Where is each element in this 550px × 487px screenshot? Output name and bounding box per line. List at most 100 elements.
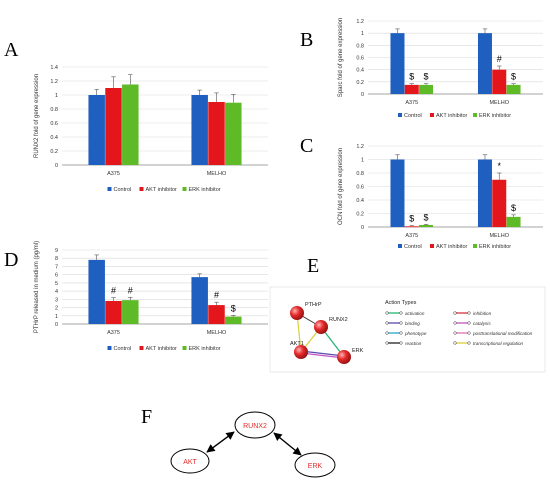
y-tick-label: 0: [55, 322, 58, 328]
y-tick-label: 0.8: [50, 107, 58, 113]
action-type-dot: [467, 331, 471, 335]
significance-label: $: [511, 203, 516, 213]
legend-swatch: [139, 346, 144, 350]
y-tick-label: 1: [361, 158, 364, 164]
action-type-dot: [399, 321, 403, 325]
y-tick-label: 1: [361, 31, 364, 37]
bar: [225, 316, 242, 324]
bar: [404, 226, 419, 228]
y-tick-label: 0.4: [356, 68, 364, 74]
bar: [88, 95, 105, 165]
bar: [105, 300, 122, 324]
y-axis-label: RUNX2 fold of gene expression: [34, 74, 40, 158]
panel-label-b: B: [300, 29, 313, 51]
action-types-title: Action Types: [385, 300, 417, 306]
node-label-erk: ERK: [352, 348, 364, 354]
bar: [477, 33, 492, 94]
x-tick-label: A375: [405, 100, 418, 106]
node-label-pthrp: PTHrP: [305, 302, 322, 308]
edge-akt1-erk-b: [300, 352, 345, 359]
action-types-legend: activation inhibition binding catalysis phen…: [385, 311, 533, 346]
bar: [477, 159, 492, 227]
x-tick-label: MELHO: [489, 100, 509, 106]
significance-label: #: [128, 285, 133, 295]
node-runx2: [314, 320, 328, 334]
y-tick-label: 0.2: [356, 212, 364, 218]
action-type-dot: [399, 311, 403, 315]
panel-label-a: A: [4, 39, 19, 61]
node-label-runx2: RUNX2: [329, 317, 348, 323]
bar: [122, 300, 139, 324]
y-tick-label: 4: [55, 289, 58, 295]
bar: [105, 88, 122, 165]
significance-label: #: [497, 54, 502, 64]
node-pthrp: [290, 306, 304, 320]
node-akt1: [294, 345, 308, 359]
action-type-dot: [399, 341, 403, 345]
action-type-dot: [385, 341, 389, 345]
legend-label: ERK inhibitor: [189, 187, 221, 193]
action-type-label: reaction: [405, 341, 422, 346]
diagram-label-erk: ERK: [308, 463, 323, 470]
legend-swatch: [107, 346, 112, 350]
y-tick-label: 0.4: [50, 135, 58, 141]
diagram-node-runx2: [234, 411, 276, 439]
significance-label: $: [424, 72, 429, 82]
y-tick-label: 7: [55, 264, 58, 270]
action-type-label: phenotype: [404, 331, 427, 336]
y-tick-label: 5: [55, 281, 58, 287]
legend-label: ERK inhibitor: [479, 244, 511, 250]
bar: [419, 84, 434, 94]
significance-label: $: [231, 303, 236, 313]
action-type-label: inhibition: [473, 311, 492, 316]
y-tick-label: 1: [55, 314, 58, 320]
bar: [208, 102, 225, 165]
y-tick-label: 0: [55, 163, 58, 169]
edge-akt1-erk-a: [300, 350, 345, 357]
y-tick-label: 1.2: [356, 19, 364, 25]
significance-label: $: [409, 214, 414, 224]
diagram-node-akt: [170, 448, 210, 474]
y-tick-label: 0.2: [356, 80, 364, 86]
y-tick-label: 3: [55, 297, 58, 303]
y-tick-label: 0.8: [356, 171, 364, 177]
y-tick-label: 0.6: [356, 56, 364, 62]
bar: [88, 259, 105, 324]
x-tick-label: A375: [405, 233, 418, 239]
action-type-dot: [467, 321, 471, 325]
bar: [506, 84, 521, 94]
bar: [390, 159, 405, 227]
panel-label-f: F: [141, 406, 152, 428]
node-label-akt1: AKT1: [290, 341, 304, 347]
legend-label: Control: [114, 346, 132, 352]
action-type-dot: [467, 311, 471, 315]
y-tick-label: 0.6: [50, 121, 58, 127]
action-type-dot: [453, 321, 457, 325]
y-tick-label: 1: [55, 93, 58, 99]
significance-label: $: [409, 72, 414, 82]
y-tick-label: 9: [55, 248, 58, 254]
legend-label: Control: [404, 244, 422, 250]
y-tick-label: 1.4: [50, 65, 58, 71]
action-type-dot: [467, 341, 471, 345]
action-type-dot: [453, 331, 457, 335]
x-tick-label: MELHO: [207, 171, 227, 177]
y-tick-label: 0.4: [356, 198, 364, 204]
y-axis-label: PTHrP released in medium (pg/ml): [34, 241, 40, 333]
legend-label: Control: [404, 113, 422, 119]
action-type-dot: [385, 311, 389, 315]
panel-label-d: D: [4, 249, 18, 271]
bar: [492, 179, 507, 227]
y-tick-label: 2: [55, 306, 58, 312]
legend-label: ERK inhibitor: [479, 113, 511, 119]
legend-swatch: [430, 244, 434, 248]
x-tick-label: MELHO: [207, 330, 227, 336]
legend-label: AKT inhibitor: [146, 346, 178, 352]
chart-a: 0 0.2 0.4 0.6 0.8 1 1.2 1.4 RUNX2 fold of gene e…: [34, 65, 268, 193]
bar: [506, 216, 521, 227]
legend-label: AKT inhibitor: [436, 244, 468, 250]
legend-swatch: [473, 113, 477, 117]
legend-swatch: [430, 113, 434, 117]
x-tick-label: MELHO: [489, 233, 509, 239]
